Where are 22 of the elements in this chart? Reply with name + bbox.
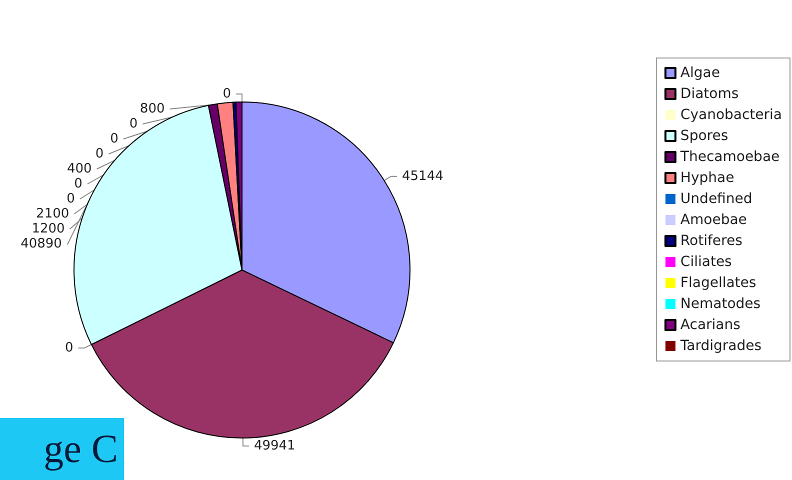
legend-label: Acarians [680, 317, 740, 333]
legend-label: Spores [680, 128, 728, 144]
legend-label: Hyphae [680, 170, 734, 186]
legend-label: Cyanobacteria [680, 107, 782, 123]
text: ge C [0, 418, 124, 480]
data-label: 45144 [402, 168, 444, 184]
legend-label: Ciliates [680, 254, 732, 270]
legend-label: Rotiferes [680, 233, 742, 249]
data-label: 2100 [36, 206, 70, 222]
data-label: 49941 [254, 438, 296, 454]
legend-label: Flagellates [680, 275, 756, 291]
data-label: 1200 [32, 222, 65, 236]
legend-label: Amoebae [680, 212, 747, 228]
legend-label: Thecamoebae [679, 149, 780, 165]
legend-label: Tardigrades [679, 338, 762, 354]
legend-label: Algae [680, 65, 720, 81]
text: 0 [222, 86, 231, 102]
data-label: 40890 [20, 236, 62, 252]
text: 0 [64, 340, 74, 356]
legend-label: Diatoms [680, 86, 739, 102]
legend-label: Undefined [680, 191, 752, 207]
legend-label: Nematodes [680, 296, 761, 312]
